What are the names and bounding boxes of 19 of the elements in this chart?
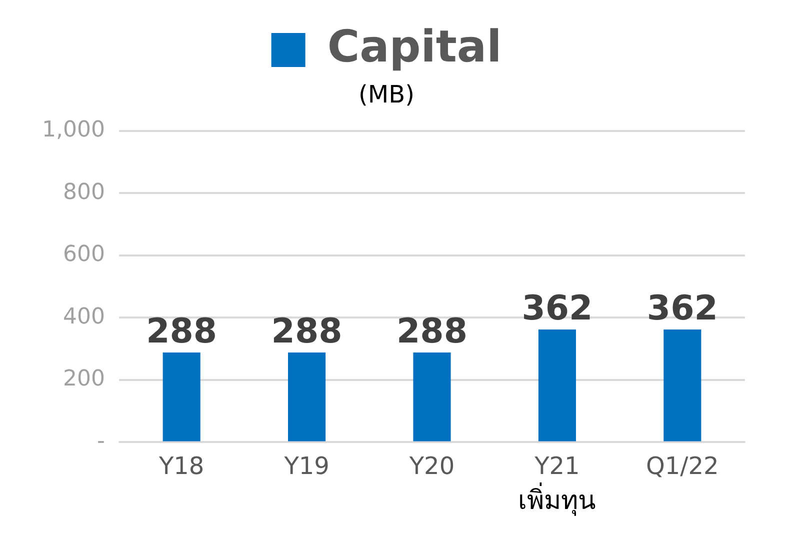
data-label: 288	[146, 311, 218, 352]
x-tick-label: Y20	[408, 452, 455, 480]
legend-label: Capital	[327, 21, 502, 72]
x-tick-label: Q1/22	[646, 452, 719, 480]
y-tick-label: -	[97, 428, 105, 454]
data-label: 362	[522, 288, 593, 328]
x-tick-label: Y21	[534, 452, 580, 480]
data-label: 288	[396, 311, 468, 352]
x-tick-label: Y18	[158, 452, 204, 480]
data-label: 288	[271, 311, 342, 352]
y-tick-label: 1,000	[42, 118, 105, 143]
y-tick-label: 600	[62, 242, 105, 268]
chart-subtitle: (MB)	[358, 80, 414, 109]
y-tick-label: 200	[62, 366, 105, 392]
x-tick-label: Y19	[283, 452, 330, 480]
data-label: 362	[646, 288, 718, 328]
y-tick-label: 800	[62, 180, 105, 205]
y-tick-label: 400	[62, 304, 105, 330]
text: เพิ่มทุน	[518, 482, 596, 516]
